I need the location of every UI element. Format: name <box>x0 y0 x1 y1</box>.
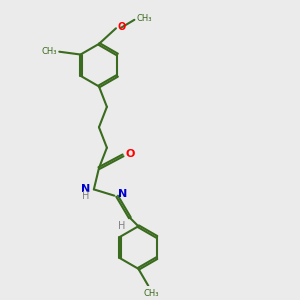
Text: O: O <box>118 22 126 32</box>
Text: O: O <box>126 149 135 159</box>
Text: H: H <box>82 190 90 201</box>
Text: CH₃: CH₃ <box>143 289 159 298</box>
Text: CH₃: CH₃ <box>137 14 152 23</box>
Text: N: N <box>118 189 127 199</box>
Text: N: N <box>81 184 91 194</box>
Text: H: H <box>118 220 126 231</box>
Text: CH₃: CH₃ <box>41 47 57 56</box>
